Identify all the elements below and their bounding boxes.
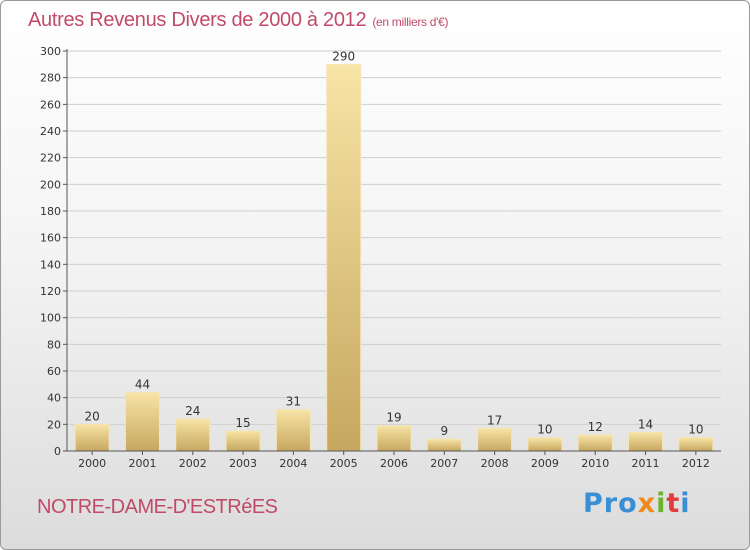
y-tick-label: 180 bbox=[40, 205, 61, 218]
data-label: 15 bbox=[235, 416, 250, 430]
data-label: 10 bbox=[688, 423, 703, 437]
data-label: 31 bbox=[286, 395, 301, 409]
x-tick-label: 2001 bbox=[128, 457, 156, 470]
x-tick-label: 2011 bbox=[632, 457, 660, 470]
bar bbox=[678, 437, 714, 452]
grid-lines bbox=[67, 50, 721, 452]
bar bbox=[275, 409, 311, 452]
x-tick-label: 2007 bbox=[430, 457, 458, 470]
data-label: 14 bbox=[638, 417, 653, 431]
y-tick-label: 240 bbox=[40, 125, 61, 138]
data-label: 24 bbox=[185, 404, 200, 418]
data-label: 19 bbox=[386, 411, 401, 425]
bar bbox=[175, 418, 211, 452]
y-tick-label: 20 bbox=[47, 418, 61, 431]
y-tick-label: 120 bbox=[40, 285, 61, 298]
x-tick-label: 2008 bbox=[481, 457, 509, 470]
data-label: 12 bbox=[588, 420, 603, 434]
y-tick-label: 220 bbox=[40, 152, 61, 165]
data-label: 290 bbox=[332, 49, 355, 63]
bar bbox=[326, 63, 362, 452]
bar bbox=[426, 438, 462, 452]
y-tick-label: 100 bbox=[40, 312, 61, 325]
x-tick-label: 2010 bbox=[581, 457, 609, 470]
y-tick-label: 260 bbox=[40, 98, 61, 111]
bar bbox=[577, 434, 613, 452]
bar bbox=[376, 425, 412, 452]
bars bbox=[74, 63, 714, 452]
chart-title: Autres Revenus Divers de 2000 à 2012 (en … bbox=[28, 9, 449, 32]
x-tick-label: 2002 bbox=[179, 457, 207, 470]
bar bbox=[124, 391, 160, 452]
x-tick-label: 2000 bbox=[78, 457, 106, 470]
bar bbox=[74, 423, 110, 452]
y-tick-label: 200 bbox=[40, 178, 61, 191]
y-tick-label: 300 bbox=[40, 45, 61, 58]
bar bbox=[477, 427, 513, 452]
chart-title-text: Autres Revenus Divers de 2000 à 2012 bbox=[28, 9, 367, 31]
x-tick-label: 2003 bbox=[229, 457, 257, 470]
bar bbox=[628, 431, 664, 452]
y-tick-label: 60 bbox=[47, 365, 61, 378]
y-tick-label: 140 bbox=[40, 258, 61, 271]
x-tick-label: 2005 bbox=[330, 457, 358, 470]
bar bbox=[225, 430, 261, 452]
chart-subtitle: (en milliers d'€) bbox=[372, 15, 449, 29]
proxiti-logo: Proxiti bbox=[583, 488, 691, 519]
x-tick-label: 2009 bbox=[531, 457, 559, 470]
bar bbox=[527, 437, 563, 452]
x-tick-label: 2004 bbox=[279, 457, 307, 470]
axes: 0204060801001201401601802002202402602803… bbox=[40, 45, 721, 470]
x-tick-label: 2012 bbox=[682, 457, 710, 470]
y-tick-label: 80 bbox=[47, 338, 61, 351]
labels: 20 44 24 15 31 290 19 9 17 10 12 14 10 bbox=[85, 49, 704, 438]
data-label: 17 bbox=[487, 413, 502, 427]
y-tick-label: 0 bbox=[54, 445, 61, 458]
data-label: 9 bbox=[440, 424, 448, 438]
data-label: 20 bbox=[85, 409, 100, 423]
data-label: 10 bbox=[537, 423, 552, 437]
commune-name: NOTRE-DAME-D'ESTRéES bbox=[37, 496, 278, 518]
data-label: 44 bbox=[135, 377, 150, 391]
x-tick-label: 2006 bbox=[380, 457, 408, 470]
y-tick-label: 40 bbox=[47, 392, 61, 405]
y-tick-label: 280 bbox=[40, 72, 61, 85]
y-tick-label: 160 bbox=[40, 232, 61, 245]
